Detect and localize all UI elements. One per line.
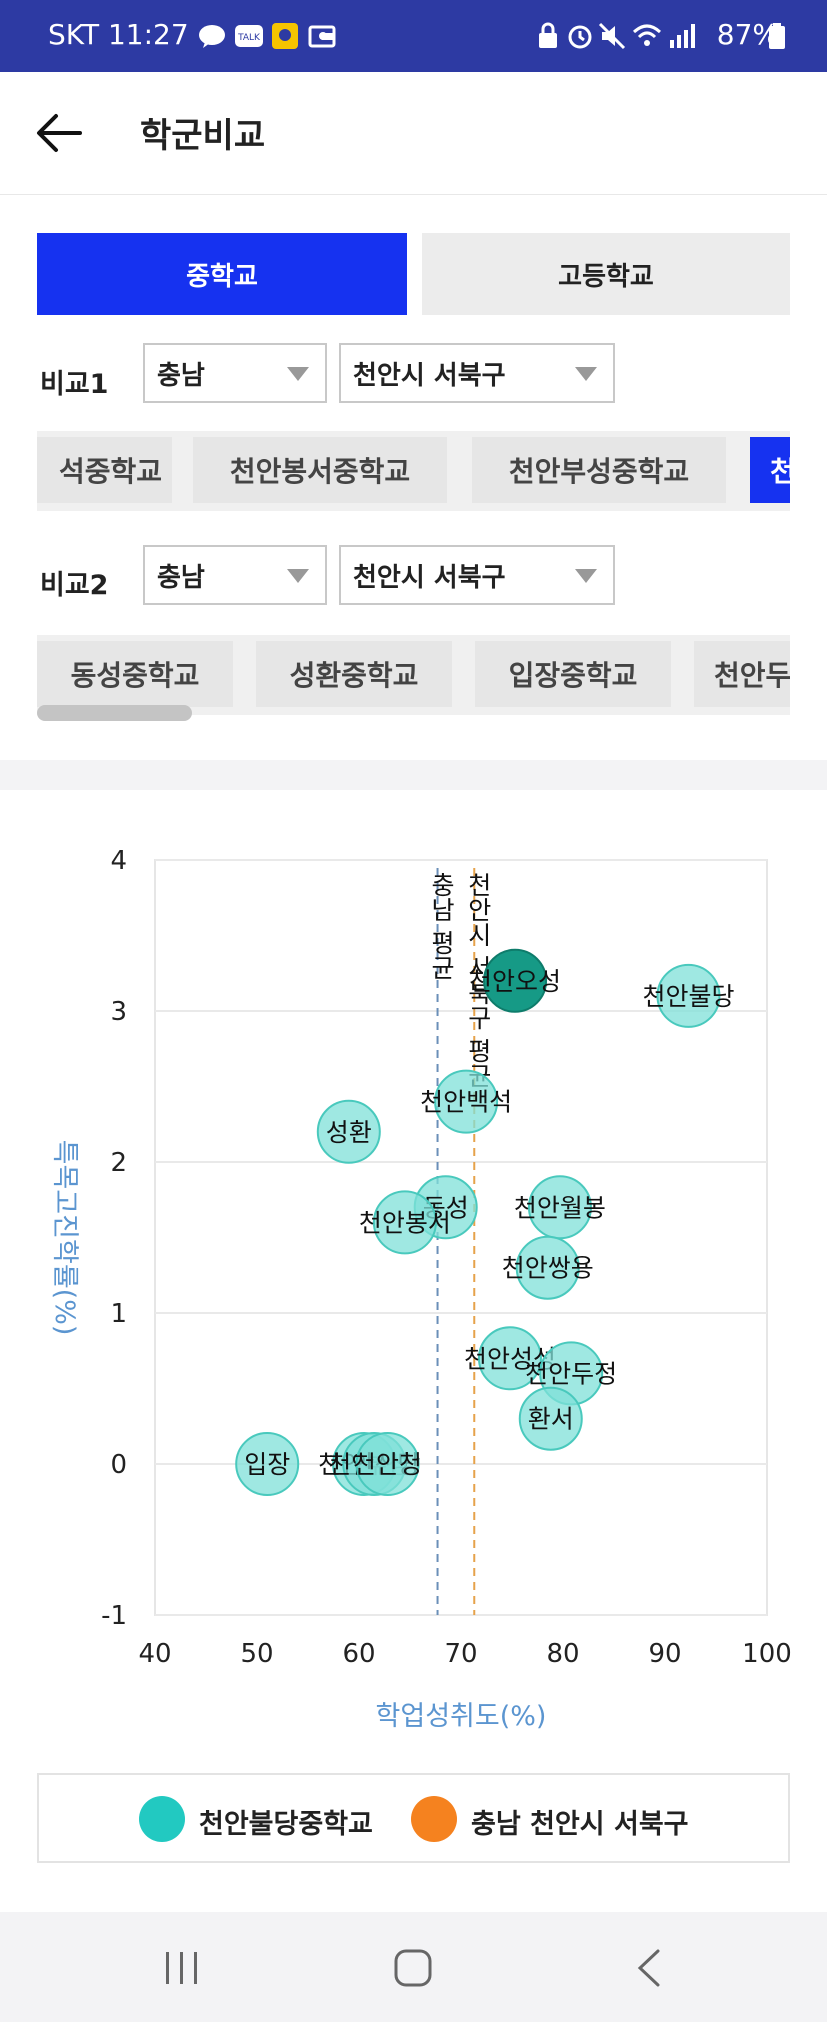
- x-tick-label: 100: [742, 1639, 792, 1669]
- app-header: 학군비교: [0, 72, 827, 195]
- y-tick-label: 4: [110, 846, 127, 876]
- y-tick-label: 2: [110, 1148, 127, 1178]
- lock-icon: [534, 22, 562, 50]
- legend-school-label: 천안불당중학교: [199, 1809, 373, 1840]
- tab-middle-school[interactable]: 중학교: [37, 233, 407, 315]
- data-point-label: 천안백석: [420, 1088, 512, 1117]
- x-axis-title: 학업성취도(%): [376, 1701, 547, 1732]
- school-chip[interactable]: 천안부성중학교: [472, 437, 726, 503]
- legend-region-label: 충남 천안시 서북구: [471, 1809, 689, 1840]
- dot-icon: [318, 22, 328, 50]
- app-icon: [271, 22, 299, 50]
- chart-card: -1 0 1 2 3 4 40 50 60 70 80 90 100 충남 평균 천안시 서북구 평균 천안불…: [0, 790, 827, 1912]
- x-tick-label: 40: [138, 1639, 171, 1669]
- y-tick-label: 0: [110, 1450, 127, 1480]
- recent-apps-icon[interactable]: [162, 1948, 202, 1992]
- compare2-district-select[interactable]: 천안시 서북구: [339, 545, 615, 605]
- data-point: [477, 1326, 542, 1391]
- page-title: 학군비교: [140, 116, 266, 156]
- school-chip[interactable]: 천안두: [694, 641, 790, 707]
- compare1-region-select[interactable]: 충남: [143, 343, 327, 403]
- system-nav-bar: [0, 1912, 827, 2022]
- wallet-icon: [308, 22, 336, 50]
- dropdown-arrow-icon: [575, 569, 597, 583]
- data-point: [316, 1099, 381, 1164]
- data-point-label: 천안오성: [469, 967, 561, 996]
- legend-school-swatch: [139, 1796, 185, 1842]
- school-chip[interactable]: 석중학교: [37, 437, 172, 503]
- compare1-district-value: 천안시 서북구: [353, 360, 506, 391]
- data-point: [372, 1190, 437, 1255]
- dropdown-arrow-icon: [287, 367, 309, 381]
- compare1-district-select[interactable]: 천안시 서북구: [339, 343, 615, 403]
- data-point-label: 천안청: [353, 1450, 422, 1479]
- dropdown-arrow-icon: [287, 569, 309, 583]
- data-point-label: 천안불당: [642, 982, 734, 1011]
- battery-percent: 87%: [716, 18, 779, 51]
- data-point: [515, 1235, 580, 1300]
- chat-icon: [198, 22, 226, 50]
- chart-legend: 천안불당중학교 충남 천안시 서북구: [37, 1773, 790, 1863]
- svg-text:TALK: TALK: [237, 33, 261, 43]
- y-tick-label: -1: [101, 1601, 127, 1631]
- data-point: [656, 963, 721, 1028]
- talk-icon: TALK: [234, 22, 263, 50]
- home-icon[interactable]: [393, 1948, 433, 1992]
- compare2-school-list[interactable]: 동성중학교 성환중학교 입장중학교 천안두: [37, 635, 790, 715]
- y-axis-title: 특목고진학률(%): [49, 1140, 80, 1336]
- data-point-label: 천안봉서: [359, 1208, 451, 1237]
- x-tick-label: 50: [240, 1639, 273, 1669]
- dropdown-arrow-icon: [575, 367, 597, 381]
- data-point: [235, 1432, 300, 1496]
- y-tick-label: 3: [110, 997, 127, 1027]
- compare2-region-value: 충남: [157, 562, 205, 593]
- x-tick-label: 80: [546, 1639, 579, 1669]
- reference-line-label: 충남 평균: [427, 872, 456, 980]
- data-point: [518, 1386, 583, 1451]
- data-point: [355, 1432, 420, 1496]
- data-point-label: 천안쌍용: [502, 1254, 594, 1283]
- status-bar: SKT 11:27 TALK 87%: [0, 0, 827, 72]
- x-tick-label: 90: [648, 1639, 681, 1669]
- y-tick-label: 1: [110, 1299, 127, 1329]
- compare1-school-list[interactable]: 석중학교 천안봉서중학교 천안부성중학교 천: [37, 431, 790, 511]
- x-tick-label: 70: [444, 1639, 477, 1669]
- wifi-icon: [632, 22, 662, 50]
- legend-region-swatch: [411, 1796, 457, 1842]
- battery-icon: [768, 22, 786, 50]
- data-point-label: 천안월봉: [514, 1193, 606, 1222]
- data-point-label: 성환: [326, 1118, 372, 1147]
- school-chip[interactable]: 동성중학교: [37, 641, 233, 707]
- school-chip[interactable]: 입장중학교: [475, 641, 671, 707]
- back-nav-icon[interactable]: [630, 1948, 670, 1992]
- tab-high-school[interactable]: 고등학교: [422, 233, 790, 315]
- signal-icon: [668, 22, 696, 50]
- compare2-region-select[interactable]: 충남: [143, 545, 327, 605]
- school-chip-selected[interactable]: 천: [750, 437, 790, 503]
- data-point: [434, 1069, 499, 1134]
- back-arrow-icon[interactable]: [34, 110, 84, 156]
- filter-panel: 중학교 고등학교 비교1 충남 천안시 서북구 석중학교 천안봉서중학교 천안부…: [0, 195, 827, 760]
- school-chip[interactable]: 천안봉서중학교: [193, 437, 447, 503]
- data-point-label: 환서: [528, 1405, 574, 1434]
- compare2-label: 비교2: [40, 570, 109, 601]
- data-point-label: 입장: [244, 1450, 290, 1479]
- x-tick-label: 60: [342, 1639, 375, 1669]
- school-chip[interactable]: 성환중학교: [256, 641, 452, 707]
- compare2-district-value: 천안시 서북구: [353, 562, 506, 593]
- mute-icon: [598, 22, 626, 50]
- data-point-label: 천안두정: [525, 1359, 617, 1388]
- alarm-icon: [566, 22, 594, 50]
- compare1-region-value: 충남: [157, 360, 205, 391]
- status-time: SKT 11:27: [48, 18, 189, 51]
- horizontal-scrollbar[interactable]: [37, 705, 192, 721]
- compare1-label: 비교1: [40, 369, 109, 400]
- data-point: [483, 948, 548, 1013]
